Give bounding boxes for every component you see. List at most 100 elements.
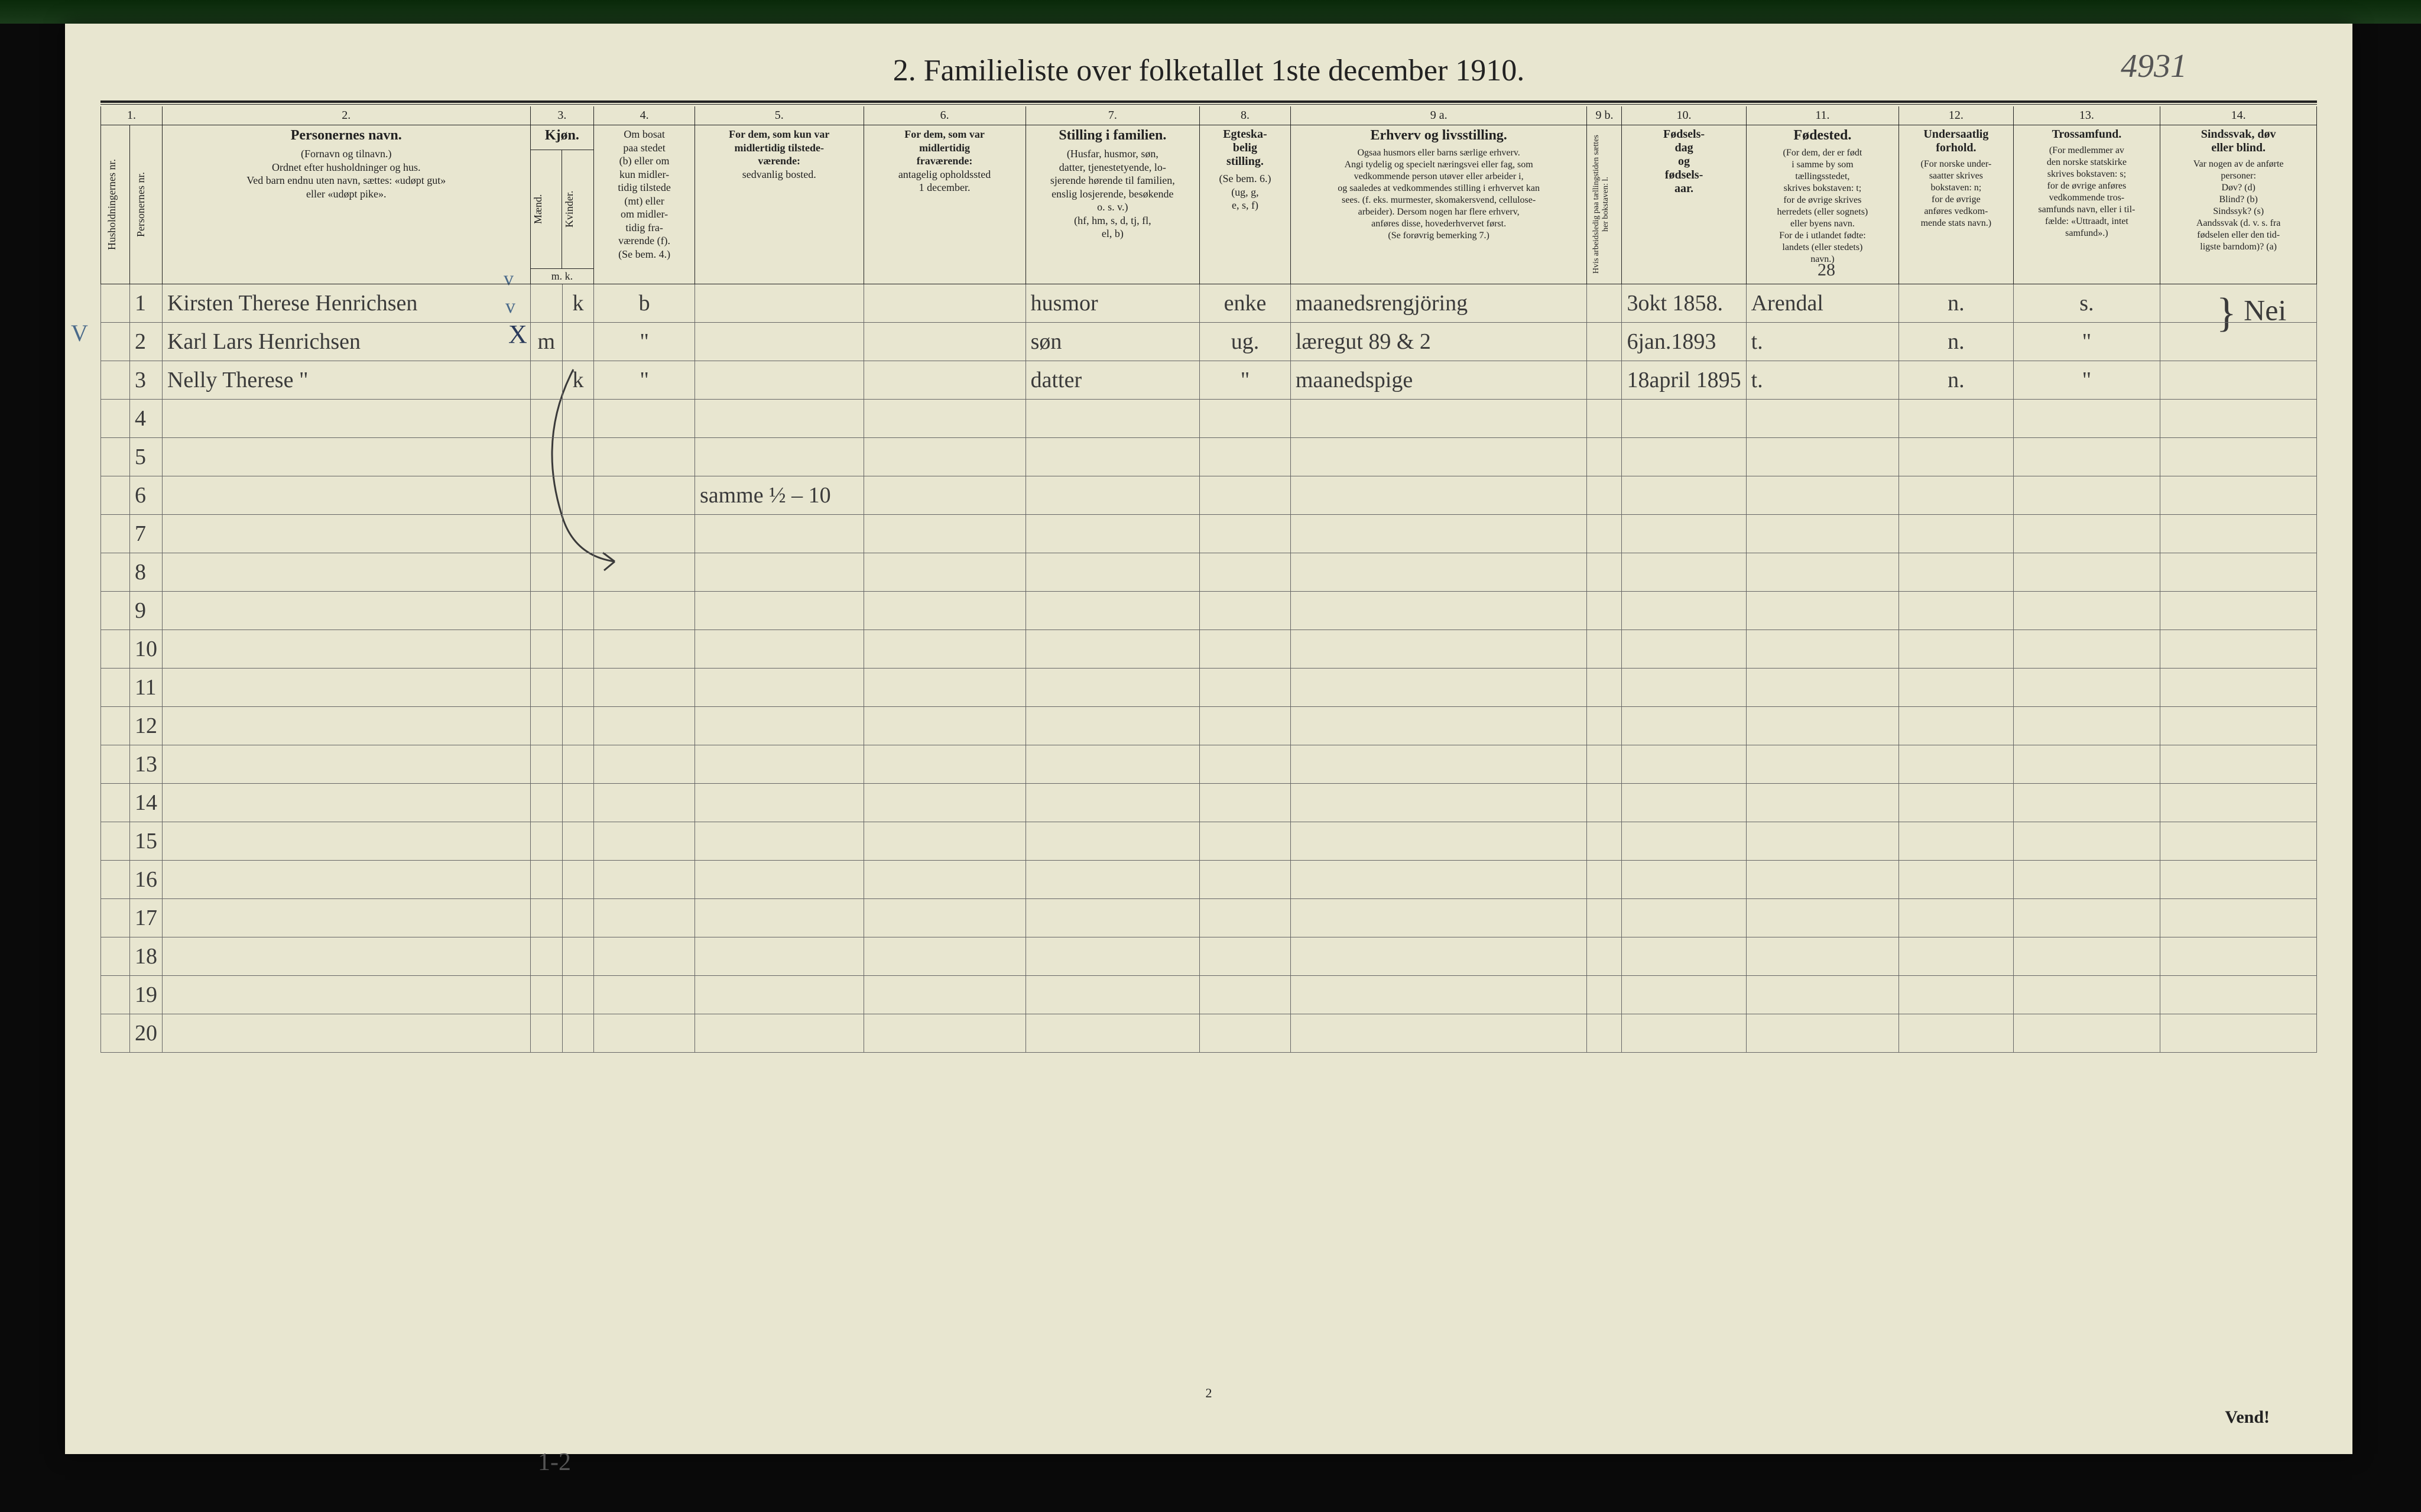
cell: k <box>562 284 593 323</box>
cell <box>1200 515 1291 553</box>
cell <box>101 745 130 784</box>
colnum-13: 13. <box>2013 106 2160 125</box>
cell: " <box>2013 361 2160 400</box>
cell <box>101 630 130 669</box>
cell <box>695 553 864 592</box>
cell <box>864 400 1025 438</box>
cell <box>2160 400 2317 438</box>
cell <box>1290 899 1587 937</box>
cell <box>1587 937 1622 976</box>
cell <box>2013 784 2160 822</box>
cell <box>1200 822 1291 861</box>
cell <box>1587 707 1622 745</box>
cell <box>1025 669 1199 707</box>
cell <box>101 361 130 400</box>
footer-pagenum: 2 <box>65 1386 2352 1401</box>
cell <box>864 438 1025 476</box>
cell <box>2160 899 2317 937</box>
colnum-7: 7. <box>1025 106 1199 125</box>
col6-header: For dem, som var midlertidig fraværende:… <box>864 125 1025 284</box>
cell <box>864 476 1025 515</box>
cell: 7 <box>129 515 162 553</box>
cell: 20 <box>129 1014 162 1053</box>
cell <box>2013 515 2160 553</box>
cell <box>1622 630 1746 669</box>
cell: 18april 1895 <box>1622 361 1746 400</box>
cell <box>1290 784 1587 822</box>
cell: 12 <box>129 707 162 745</box>
cell <box>162 861 530 899</box>
cell <box>101 438 130 476</box>
cell <box>1587 592 1622 630</box>
cell <box>2160 861 2317 899</box>
cell <box>562 400 593 438</box>
col13-header: Trossamfund. (For medlemmer av den norsk… <box>2013 125 2160 284</box>
cell <box>1622 784 1746 822</box>
col11-header: Fødested. (For dem, der er født i samme … <box>1746 125 1899 284</box>
cell <box>1025 630 1199 669</box>
colnum-4: 4. <box>594 106 695 125</box>
table-row: 13 <box>101 745 2317 784</box>
cell <box>1200 400 1291 438</box>
cell <box>562 553 593 592</box>
cell: samme ½ – 10 <box>695 476 864 515</box>
table-body: 1Kirsten Therese Henrichsenkbhusmorenkem… <box>101 284 2317 1053</box>
colnum-8: 8. <box>1200 106 1291 125</box>
cell <box>1899 669 2013 707</box>
cell <box>162 515 530 553</box>
cell <box>695 669 864 707</box>
cell <box>562 937 593 976</box>
cell <box>695 707 864 745</box>
cell: t. <box>1746 323 1899 361</box>
cell <box>1746 784 1899 822</box>
cell <box>594 400 695 438</box>
cell <box>2160 707 2317 745</box>
cell <box>2013 745 2160 784</box>
cell <box>1746 669 1899 707</box>
cell <box>530 861 562 899</box>
table-row: 14 <box>101 784 2317 822</box>
cell: husmor <box>1025 284 1199 323</box>
cell <box>1746 937 1899 976</box>
cell <box>1746 822 1899 861</box>
cell <box>1200 669 1291 707</box>
cell <box>562 976 593 1014</box>
cell <box>1587 1014 1622 1053</box>
cell <box>2013 669 2160 707</box>
cell <box>1290 553 1587 592</box>
cell <box>162 476 530 515</box>
cell <box>695 400 864 438</box>
cell: Nelly Therese " <box>162 361 530 400</box>
cell <box>162 669 530 707</box>
col12-header: Undersaatlig forhold. (For norske under-… <box>1899 125 2013 284</box>
cell <box>695 1014 864 1053</box>
table-row: 17 <box>101 899 2317 937</box>
cell <box>530 592 562 630</box>
cell <box>2013 438 2160 476</box>
table-row: 20 <box>101 1014 2317 1053</box>
cell <box>101 323 130 361</box>
table-row: 7 <box>101 515 2317 553</box>
colnum-11: 11. <box>1746 106 1899 125</box>
col1b-label: Personernes nr. <box>134 128 148 281</box>
cell <box>1025 861 1199 899</box>
cell <box>2013 937 2160 976</box>
cell <box>162 745 530 784</box>
cell <box>530 553 562 592</box>
cell <box>1200 707 1291 745</box>
cell <box>1746 476 1899 515</box>
col4-header: Om bosat paa stedet (b) eller om kun mid… <box>594 125 695 284</box>
table-row: 19 <box>101 976 2317 1014</box>
cell <box>1587 745 1622 784</box>
cell <box>1587 669 1622 707</box>
cell <box>594 592 695 630</box>
cell: n. <box>1899 361 2013 400</box>
cell: maanedspige <box>1290 361 1587 400</box>
cell <box>562 861 593 899</box>
cell <box>101 400 130 438</box>
cell: 10 <box>129 630 162 669</box>
cell <box>594 707 695 745</box>
cell <box>2160 937 2317 976</box>
colnum-9b: 9 b. <box>1587 106 1622 125</box>
cell <box>1746 592 1899 630</box>
